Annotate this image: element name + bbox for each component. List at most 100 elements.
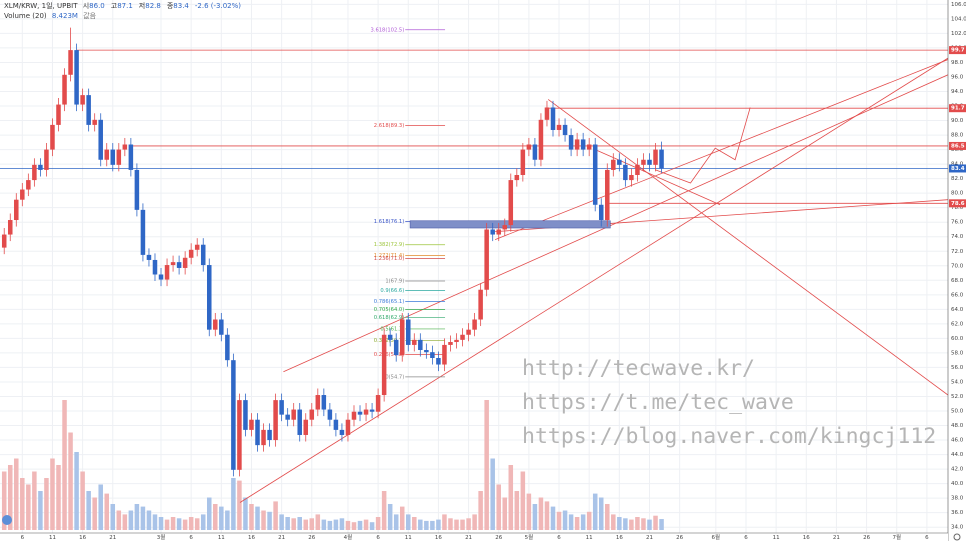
volume-bar [381,491,387,530]
candle-body [520,149,526,176]
volume-bar [611,514,616,530]
volume-bar [659,519,664,530]
y-tick-label: 42.0 [951,467,964,473]
volume-bar [176,518,182,530]
candle-body [574,139,580,150]
candle-body [339,429,345,435]
candle-body [50,124,55,150]
volume-bar [182,519,188,530]
volume-bar [363,519,369,530]
candle-body [605,169,610,221]
candle-body [74,50,79,105]
volume-bar [526,493,532,530]
watermark-text: http://tecwave.kr/ [522,356,755,381]
candle-body [116,149,122,165]
y-tick-label: 56.0 [951,365,964,371]
fib-label: 0(54.7) [385,374,404,380]
candle-body [598,204,604,221]
time-axis-panel [0,533,948,541]
volume-bar [279,514,284,530]
volume-bar [635,517,640,530]
price-tag-label: 99.7 [951,48,965,54]
candle-body [158,274,164,280]
candle-body [496,229,501,235]
y-tick-label: 86.0 [951,147,964,153]
x-tick-label: 6 [189,535,193,541]
volume-bar [538,497,544,530]
volume-bar [309,518,315,530]
candle-body [641,159,646,165]
x-tick-label: 6 [376,535,380,541]
y-tick-label: 104.0 [951,16,966,22]
volume-bar [345,520,351,530]
symbol-row: XLM/KRW, 1일, UPBIT 시86.0 고87.1 저82.8 종83.4-… [4,1,244,11]
x-tick-label: 4월 [344,533,353,541]
fib-label: 0.618(62.9) [374,315,404,321]
volume-bar [68,432,73,530]
volume-bar [592,493,598,530]
candle-layer [1,27,664,477]
x-tick-label: 26 [308,535,315,541]
volume-bar [110,504,116,530]
candle-body [611,159,616,170]
y-tick-label: 72.0 [951,249,964,255]
candle-body [484,229,489,290]
fib-label: 0.9(66.6) [380,288,404,294]
candle-body [86,95,91,125]
candle-body [56,104,61,125]
volume-bar [586,511,592,530]
y-tick-label: 88.0 [951,133,964,139]
volume-bar [472,514,477,530]
x-tick-label: 6 [744,535,748,541]
candle-body [176,262,182,268]
volume-bar [532,504,538,530]
volume-bar [496,484,501,530]
volume-bar [508,465,514,530]
ohlc-value: 87.1 [117,2,133,10]
candle-body [442,344,447,365]
volume-bar [418,519,423,530]
candle-body [430,352,435,358]
volume-bar [647,519,652,530]
volume-bar [285,517,290,530]
candle-body [152,259,158,275]
x-tick-label: 21 [833,535,840,541]
candle-body [623,164,628,181]
volume-bar [623,518,628,530]
candle-body [80,95,85,105]
candle-body [653,149,658,165]
x-tick-label: 16 [79,535,86,541]
candle-body [502,225,508,230]
settings-icon[interactable] [953,533,961,541]
ohlc-label: 고 [110,2,118,10]
candle-body [363,409,369,415]
volume-suffix: 값음 [83,12,97,20]
volume-bar [140,506,146,530]
volume-bar [653,515,658,530]
fib-label: 2.618(89.3) [374,123,404,129]
candle-body [26,180,31,190]
volume-layer [1,400,664,530]
price-tag-label: 91.7 [951,106,965,112]
volume-bar [231,478,236,530]
y-tick-label: 80.0 [951,191,964,197]
price-tag [949,104,966,113]
x-tick-label: 6월 [712,533,721,541]
volume-bar [38,491,43,530]
volume-bar [44,478,49,530]
candle-body [321,395,327,410]
volume-bar [333,519,339,530]
y-tick-label: 38.0 [951,496,964,502]
y-tick-label: 48.0 [951,423,964,429]
volume-bar [297,517,302,530]
fib-label: 1.618(76.1) [374,219,404,225]
candle-body [532,144,538,160]
y-tick-label: 96.0 [951,74,964,80]
fib-label: 0.705(64.0) [374,307,404,313]
volume-bar [291,518,296,530]
volume-bar [213,504,218,530]
ohlc-value: 82.8 [145,2,161,10]
candle-body [297,409,302,435]
volume-bar [255,506,260,530]
